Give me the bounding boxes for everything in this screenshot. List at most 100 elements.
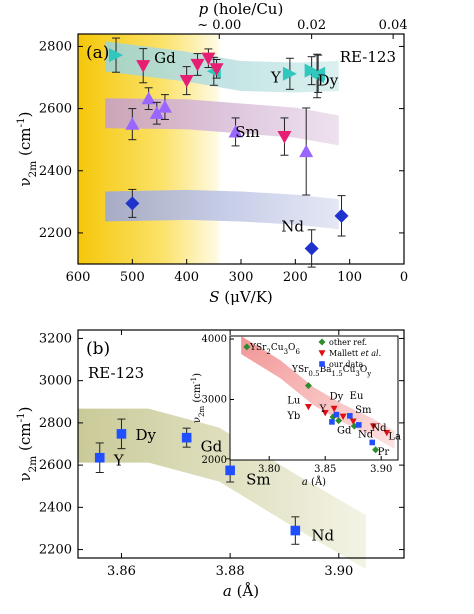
trend-band-b-shape — [78, 408, 366, 570]
y-axis-label-b: ν2m (cm-1) — [15, 406, 39, 481]
data-point-sm — [225, 465, 235, 476]
inset-data-point — [369, 423, 377, 430]
inset-y-axis-label: ν2m (cm-1) — [190, 373, 206, 423]
inset-point-label: Dy — [330, 392, 344, 403]
data-point-gd — [136, 60, 151, 73]
inset-data-point — [329, 419, 335, 425]
series-label-dy: Dy — [318, 72, 339, 90]
inset-point-label: Lu — [287, 396, 301, 407]
data-point-y — [304, 63, 319, 78]
inset-point-label: Pr — [378, 447, 390, 458]
data-point-gd — [179, 75, 194, 88]
inset-data-point — [369, 439, 376, 446]
axes-b: 3.86 3.88 3.90 2200 2400 2600 2800 3000 3200 a (Å… — [15, 329, 405, 600]
inset-chart: 3.80 3.85 3.90 2000 3000 4000 a (Å) ν2m (cm-1) L… — [190, 334, 401, 488]
x-tick-label: 3.90 — [324, 564, 353, 579]
inset-point-label: Nd — [371, 423, 387, 434]
y-tick-label: 2600 — [39, 102, 72, 117]
inset-data-point — [304, 382, 312, 390]
inset-series-our-data — [329, 411, 376, 446]
data-point-gd — [209, 63, 224, 76]
inset-compound-label-2: YSr0.5Ba1.5Cu3Oy — [291, 365, 371, 378]
panel-a: 600 500 400 300 200 100 0 2200 2400 2600 2800 ~ 0.0… — [15, 0, 408, 306]
panel-b: 3.86 3.88 3.90 2200 2400 2600 2800 3000 3200 a (Å… — [15, 329, 405, 600]
inset-x-tick-label: 3.90 — [370, 464, 392, 475]
point-label-nd: Nd — [311, 527, 334, 545]
top-axis-label-a: p (hole/Cu) — [199, 0, 284, 18]
data-point-sm — [228, 124, 243, 138]
inset-y-tick-label: 4000 — [202, 334, 227, 345]
y-tick-label: 2400 — [39, 164, 72, 179]
data-point-y — [109, 48, 124, 63]
top-tick-label: ~ 0.00 — [197, 18, 241, 33]
top-tick-label: 0.04 — [379, 18, 408, 33]
data-marks-a: Y Dy Gd Sm Nd — [109, 37, 349, 268]
x-axis-label-a: S (μV/K) — [209, 288, 273, 306]
data-point-gd — [181, 432, 192, 443]
x-axis-label-b: a (Å) — [223, 582, 259, 600]
inset-data-point — [347, 413, 353, 419]
series-label-sm: Sm — [235, 123, 260, 141]
inset-data-point — [349, 418, 357, 425]
inset-point-label: Sm — [355, 405, 372, 416]
y-tick-label: 2200 — [39, 226, 72, 241]
inset-point-label: Nd — [358, 430, 374, 441]
annotation-a: RE-123 — [340, 48, 396, 66]
inset-data-point — [321, 410, 329, 417]
point-label-sm: Sm — [246, 470, 271, 488]
panel-label-a: (a) — [86, 43, 109, 63]
x-tick-label: 0 — [400, 270, 408, 285]
legend-entry: our data — [329, 360, 363, 369]
inset-y-tick-label: 2000 — [202, 455, 227, 466]
x-tick-label: 300 — [229, 270, 254, 285]
data-point-gd — [201, 52, 216, 66]
data-point-sm — [149, 106, 164, 119]
inset-series-mallett-et-al- — [304, 403, 391, 437]
inset-trend-band — [241, 336, 395, 449]
inset-data-point — [330, 405, 338, 413]
data-point-sm — [125, 117, 140, 130]
point-label-y: Y — [113, 452, 125, 470]
data-point-y — [94, 452, 105, 463]
series-y — [109, 37, 319, 90]
series-gd — [136, 48, 292, 156]
inset-data-point — [356, 422, 362, 428]
inset-data-point — [333, 411, 340, 418]
data-point-dy — [311, 66, 326, 81]
series-nd — [125, 188, 349, 268]
y-tick-label: 3200 — [39, 331, 72, 346]
data-point-y — [282, 66, 297, 81]
x-tick-label: 200 — [283, 270, 308, 285]
data-point-nd — [334, 208, 349, 223]
inset-legend: other ref. Mallett et al. our data — [318, 338, 381, 369]
series-label-gd: Gd — [154, 49, 176, 67]
trend-band-y — [105, 41, 339, 93]
inset-data-point — [335, 417, 343, 425]
x-tick-label: 400 — [174, 270, 199, 285]
legend-entry: Mallett et al. — [329, 349, 381, 358]
panel-label-b: (b) — [86, 339, 110, 359]
inset-compound-label-1: YSr2Cu3O6 — [249, 343, 300, 356]
data-point-nd — [290, 525, 301, 536]
annotation-b: RE-123 — [88, 364, 144, 382]
plot-frame-b — [77, 329, 405, 559]
y-tick-label: 2800 — [39, 39, 72, 54]
data-point-sm — [157, 100, 172, 113]
series-label-y: Y — [270, 69, 282, 87]
point-label-dy: Dy — [135, 426, 156, 444]
inset-data-point — [243, 343, 251, 351]
series-label-nd: Nd — [281, 218, 304, 236]
data-point-gd — [190, 58, 205, 72]
axes-a: 600 500 400 300 200 100 0 2200 2400 2600 2800 ~ 0.0… — [15, 0, 408, 306]
y-tick-label: 3000 — [39, 374, 72, 389]
series-sm — [125, 87, 314, 196]
data-point-nd — [125, 196, 140, 211]
data-point-sm — [299, 144, 314, 158]
top-tick-label: 0.02 — [297, 18, 326, 33]
data-point-sm — [141, 91, 156, 105]
legend-marker — [318, 338, 326, 346]
trend-band-b — [78, 408, 366, 570]
legend-marker — [318, 350, 326, 357]
legend-entry: other ref. — [329, 338, 367, 347]
